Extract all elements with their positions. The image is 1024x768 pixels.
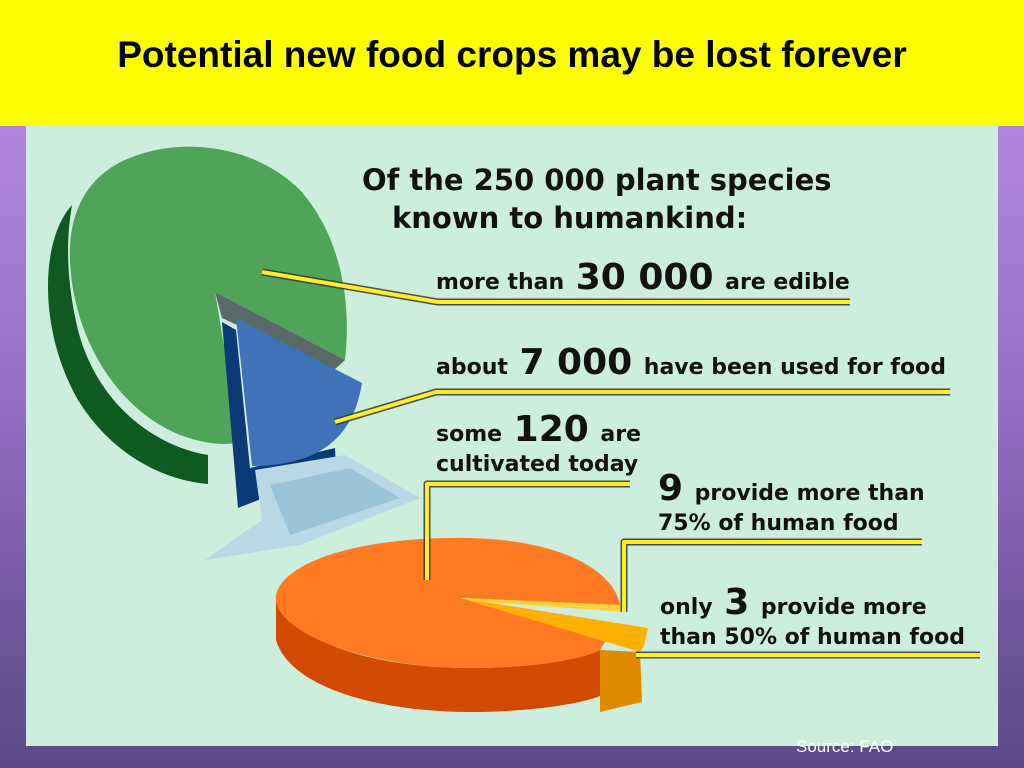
label-used-for-food: about 7 000 have been used for food: [436, 342, 946, 383]
page-title: Potential new food crops may be lost for…: [117, 34, 907, 75]
label-cultivated-line2: cultivated today: [436, 452, 638, 477]
label-cultivated: some 120 are: [436, 409, 641, 450]
chart-heading-line1: Of the 250 000 plant species: [362, 163, 832, 197]
source-note: Source: FAO: [796, 737, 894, 756]
cultivated-pie-slice: [275, 537, 620, 668]
chart-heading-line2: known to humankind:: [392, 201, 747, 235]
leader-line-used: [334, 390, 950, 424]
leader-line-nine: [622, 540, 922, 612]
label-three-crops: only 3 provide more: [660, 582, 927, 623]
cultivated-pie-side: [276, 596, 600, 712]
edible-pie-side: [47, 205, 209, 484]
top-three-slice: [460, 598, 648, 652]
leader-line-edible: [261, 270, 850, 304]
top-three-slice-side: [600, 650, 642, 712]
used-food-slice: [236, 318, 362, 466]
leader-line-cultivated: [425, 482, 630, 580]
edible-pie-slice: [69, 146, 347, 444]
label-edible: more than 30 000 are edible: [436, 257, 850, 298]
label-nine-crops: 9 provide more than: [658, 468, 925, 509]
title-banner: [0, 0, 1024, 126]
label-nine-crops-line2: 75% of human food: [658, 511, 899, 536]
pie-cavity: [215, 292, 345, 370]
label-three-crops-line2: than 50% of human food: [660, 625, 965, 650]
